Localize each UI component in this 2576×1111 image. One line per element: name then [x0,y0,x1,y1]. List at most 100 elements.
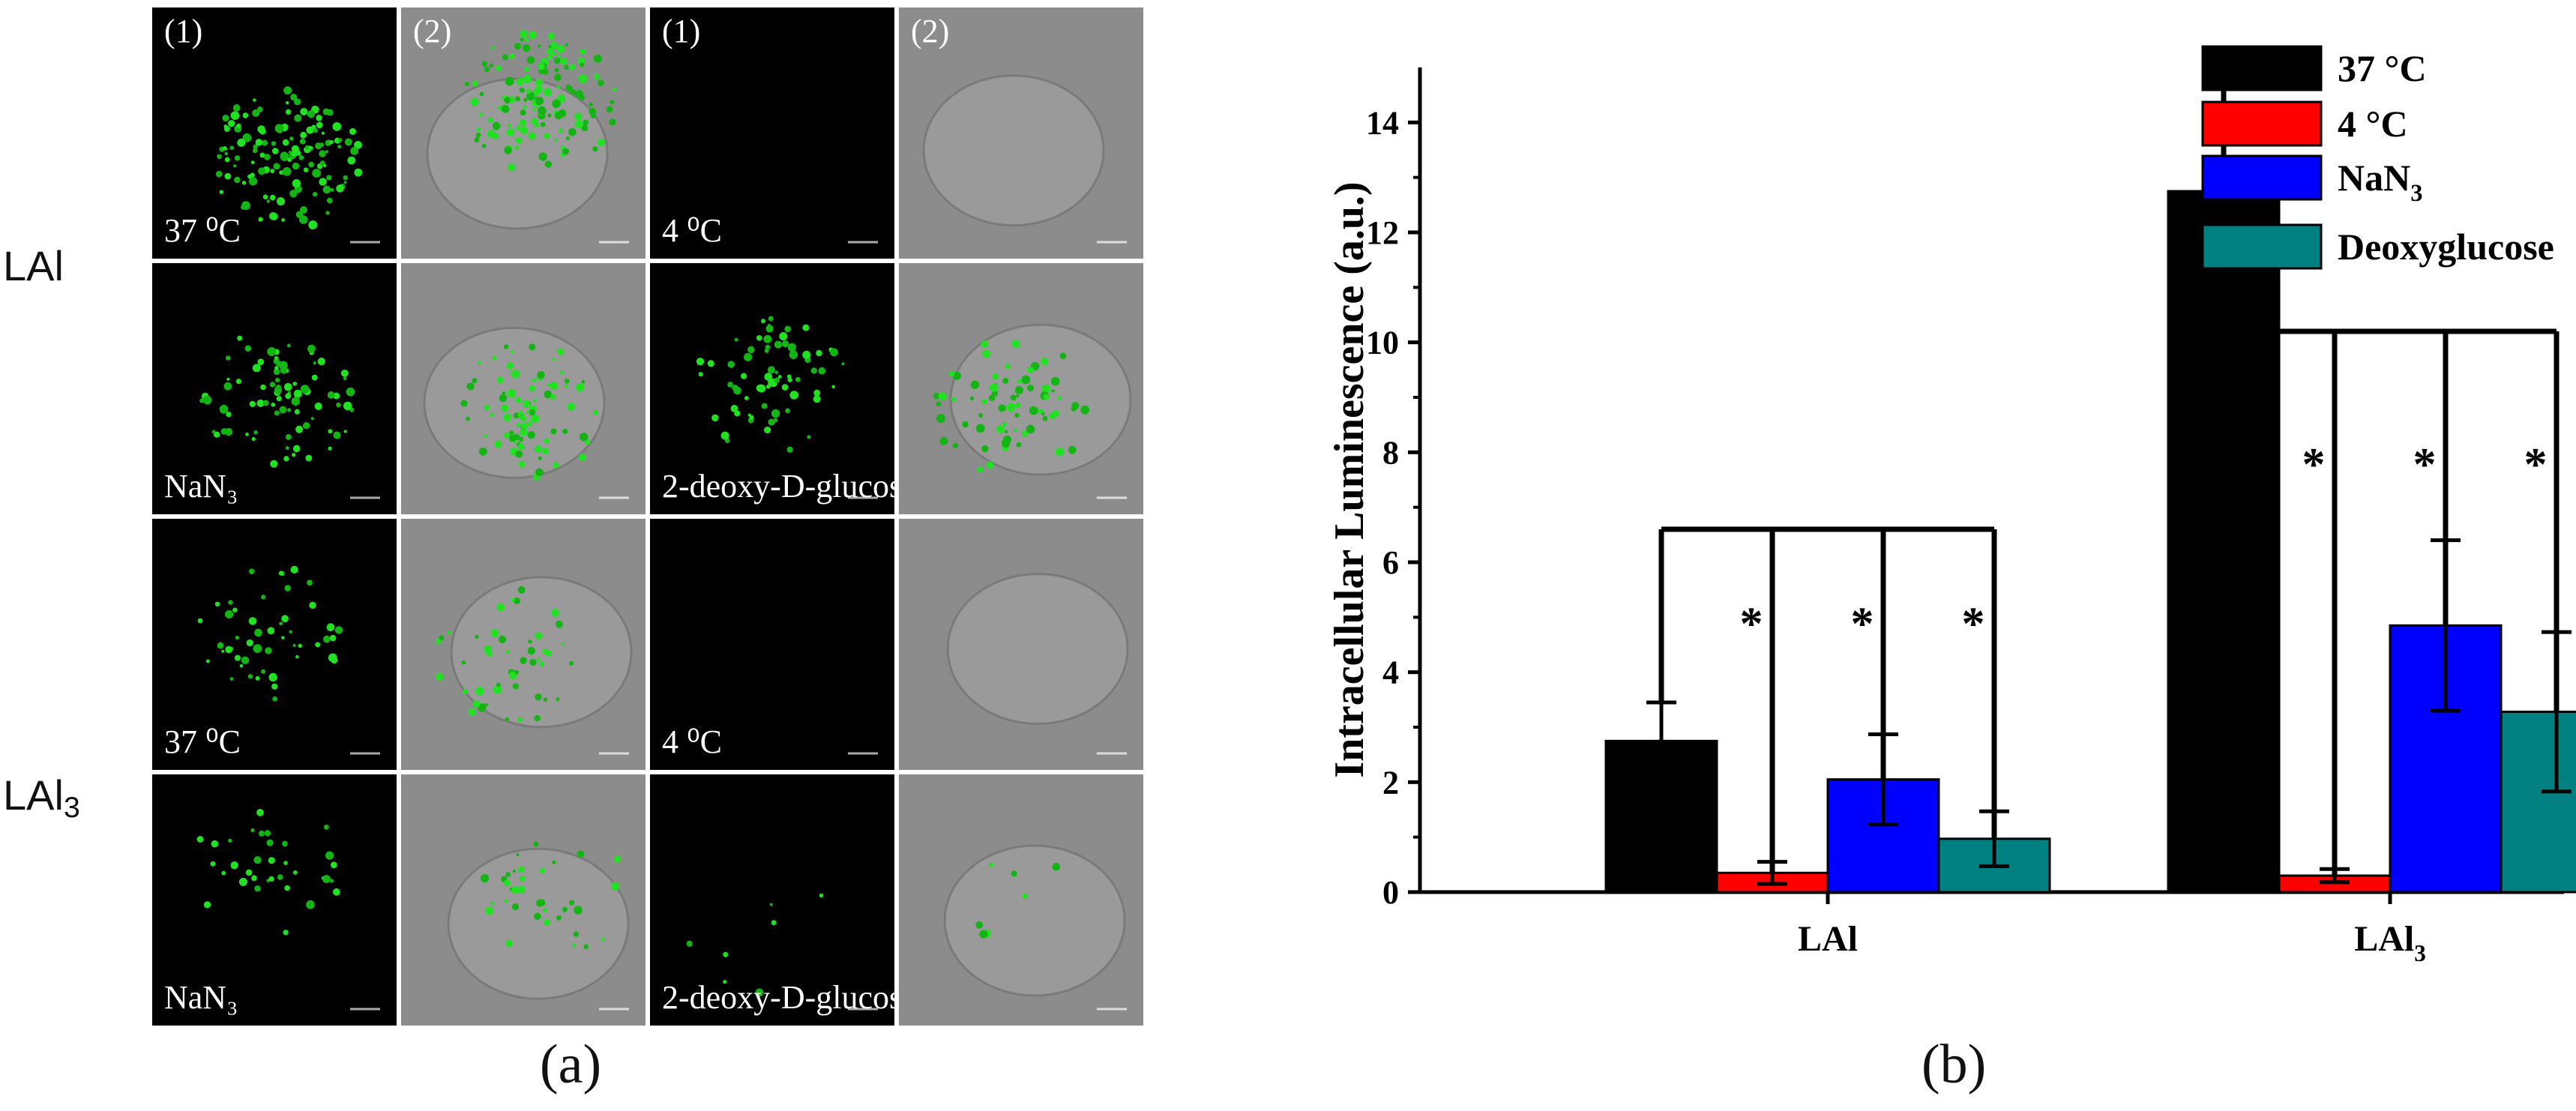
fluorescence-spot [556,45,565,53]
fluorescence-spot [565,43,568,46]
fluorescence-spot [535,693,542,701]
fluorescence-spot [1050,376,1060,386]
fluorescence-spot [1052,410,1059,418]
legend-swatch [2201,100,2323,147]
fluorescence-spot [530,414,540,424]
fluorescence-spot [564,379,570,384]
fluorescence-spot [343,181,347,184]
fluorescence-spot [258,217,263,222]
fluorescence-spot [723,951,729,957]
legend-swatch [2201,223,2323,270]
fluorescence-spot [518,436,524,442]
fluorescence-spot [481,143,487,148]
fluorescence-spot [547,47,554,55]
fluorescence-spot [938,392,947,401]
fluorescence-spot [498,635,507,644]
fluorescence-spot [1010,394,1017,401]
bar [2500,710,2576,894]
fluorescence-spot [269,194,276,201]
row-label-lal3: LAl3 [3,771,80,824]
fluorescence-spot [730,404,738,412]
fluorescence-spot [349,127,357,135]
fluorescence-spot [613,87,617,92]
microscopy-tile: NaN₃ [152,774,397,1026]
fluorescence-spot [468,708,476,717]
fluorescence-spot [282,166,292,176]
fluorescence-spot [269,382,276,388]
fluorescence-spot [289,630,292,634]
fluorescence-spot [308,220,318,230]
fluorescence-spot [593,54,602,63]
fluorescence-spot [539,661,544,667]
significance-star: * [1851,599,1874,650]
fluorescence-spot [996,425,1005,434]
fluorescence-spot [511,350,514,354]
fluorescence-spot [280,367,288,374]
fluorescence-spot [253,856,262,864]
fluorescence-spot [278,570,284,576]
fluorescence-spot [535,632,543,640]
fluorescence-spot [215,170,223,178]
fluorescence-spot [291,397,301,406]
fluorescence-spot [294,409,300,415]
fluorescence-spot [343,175,348,181]
significance-star: * [2413,439,2437,490]
fluorescence-spot [1057,396,1062,400]
fluorescence-spot [524,66,530,72]
fluorescence-spot [330,861,337,869]
fluorescence-spot [300,131,307,139]
tile-condition-label: 4 ⁰C [662,723,722,760]
fluorescence-spot [312,192,318,197]
fluorescence-spot [307,145,313,150]
fluorescence-spot [757,384,766,393]
fluorescence-spot [283,861,288,865]
fluorescence-spot [511,597,515,603]
fluorescence-spot [597,138,606,147]
fluorescence-spot [734,337,738,342]
fluorescence-spot [223,147,228,151]
fluorescence-spot [285,446,289,451]
tile-image [696,316,878,499]
fluorescence-spot [292,382,298,386]
fluorescence-spot [1043,394,1050,400]
fluorescence-spot [499,394,508,403]
fluorescence-spot [831,385,835,389]
fluorescence-spot [977,466,984,473]
microscopy-tile: 37 ⁰C [152,519,397,770]
fluorescence-spot [264,830,271,837]
fluorescence-spot [253,430,258,435]
fluorescence-spot [585,439,591,445]
fluorescence-spot [787,343,797,352]
fluorescence-spot [322,635,331,643]
fluorescence-spot [274,124,284,133]
fluorescence-spot [1052,862,1060,871]
fluorescence-spot [518,460,526,468]
tile-image [447,841,630,1011]
fluorescence-spot [761,403,768,409]
fluorescence-spot [556,697,560,702]
fluorescence-spot [578,94,586,100]
fluorescence-spot [333,431,341,439]
fluorescence-spot [435,638,442,645]
fluorescence-spot [354,168,363,177]
fluorescence-spot [520,428,528,436]
fluorescence-spot [251,437,256,442]
fluorescence-spot [501,104,510,113]
fluorescence-spot [484,702,488,707]
fluorescence-spot [226,412,232,418]
fluorescence-spot [528,132,536,140]
fluorescence-spot [577,850,585,858]
fluorescence-spot [308,161,314,168]
fluorescence-spot [334,626,343,634]
fluorescence-spot [329,879,334,883]
fluorescence-spot [228,600,233,605]
fluorescence-spot [581,124,589,132]
fluorescence-spot [1038,409,1044,415]
fluorescence-spot [557,348,565,355]
fluorescence-spot [254,885,261,892]
fluorescence-spot [285,100,289,105]
fluorescence-spot [298,643,302,648]
fluorescence-spot [492,355,497,361]
fluorescence-spot [447,630,451,635]
fluorescence-spot [225,645,232,654]
